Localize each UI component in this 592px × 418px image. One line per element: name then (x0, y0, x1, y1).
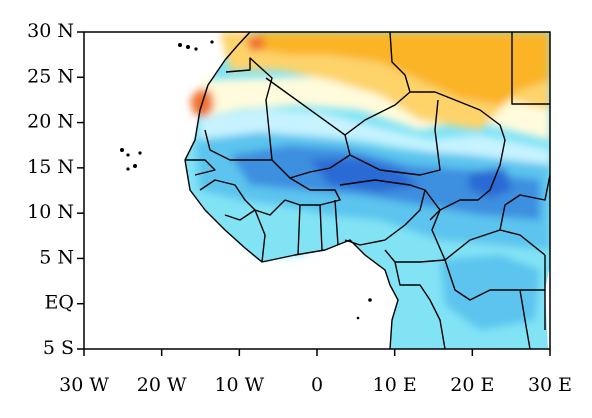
x-tick-label: 20 W (137, 374, 187, 396)
dark-blue-core (310, 158, 420, 192)
border-niger-chad (349, 99, 441, 176)
border-senegal (185, 159, 216, 176)
islands (120, 40, 372, 320)
x-tick-label: 0 (311, 374, 323, 396)
x-axis: 30 W 20 W 10 W 0 10 E 20 E 30 E (59, 349, 572, 396)
border-sudan-south (499, 174, 550, 231)
border-east (519, 255, 546, 349)
y-tick-label: EQ (45, 292, 74, 314)
border-guinea (199, 179, 256, 221)
coastline (184, 32, 399, 349)
border-mauritania (204, 57, 273, 161)
border-nigeria (339, 179, 426, 246)
x-tick-label: 10 W (214, 374, 264, 396)
border-drc (444, 259, 545, 301)
y-tick-label: 20 N (27, 111, 74, 133)
x-tick-label: 30 E (528, 374, 572, 396)
shaded-field (185, 32, 550, 349)
border-congo-gabon (394, 261, 446, 349)
y-tick-label: 5 N (39, 246, 74, 268)
y-tick-label: 30 N (27, 20, 74, 42)
y-tick-label: 5 S (43, 337, 74, 359)
orange-area (255, 32, 550, 105)
dark-blue-core-east (468, 168, 512, 198)
border-algeria-niger (344, 91, 506, 141)
southern-cyan (240, 215, 330, 258)
border-ghana-togo (297, 199, 339, 256)
country-borders (184, 32, 550, 349)
y-axis: 30 N 25 N 20 N 15 N 10 N 5 N EQ 5 S (27, 20, 84, 359)
border-libya-egypt (389, 32, 550, 105)
dark-orange-patch-north (245, 36, 266, 52)
x-tick-label: 30 W (59, 374, 109, 396)
y-tick-label: 15 N (27, 156, 74, 178)
x-tick-label: 10 E (373, 374, 417, 396)
border-cote-divoire (254, 199, 286, 263)
southern-light-blue (440, 255, 540, 330)
y-tick-label: 25 N (27, 65, 74, 87)
x-tick-label: 20 E (450, 374, 494, 396)
y-tick-label: 10 N (27, 201, 74, 223)
